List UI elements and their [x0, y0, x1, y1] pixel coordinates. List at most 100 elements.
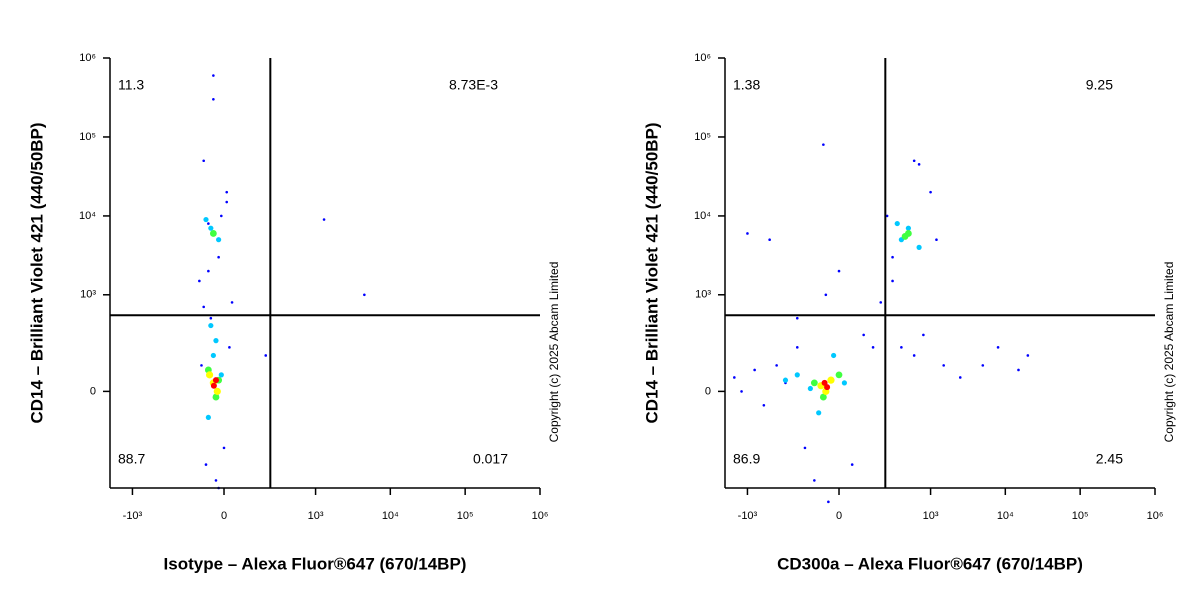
- data-point: [222, 446, 226, 450]
- data-point: [212, 97, 215, 101]
- y-tick-label: 0: [90, 385, 96, 397]
- data-point: [912, 159, 916, 163]
- data-point: [210, 352, 216, 359]
- x-tick-label: 10⁶: [532, 510, 549, 522]
- data-point: [363, 293, 366, 297]
- data-point: [208, 225, 214, 231]
- x-tick-label: 10⁶: [1147, 510, 1164, 522]
- data-point: [205, 371, 214, 379]
- x-tick-label: 10³: [923, 510, 939, 522]
- y-axis-title: CD14 – Brilliant Violet 421 (440/50BP): [27, 122, 46, 423]
- data-point: [203, 216, 209, 223]
- data-point: [208, 322, 214, 329]
- x-tick-label: 10³: [308, 510, 324, 522]
- data-point: [209, 316, 213, 320]
- y-tick-label: 10⁴: [694, 210, 711, 222]
- copyright: Copyright (c) 2025 Abcam Limited: [547, 262, 561, 443]
- data-point: [821, 379, 828, 386]
- data-point: [218, 372, 224, 378]
- y-tick-label: 10⁶: [79, 52, 96, 64]
- y-tick-label: 10⁵: [694, 131, 711, 143]
- data-point: [917, 163, 921, 166]
- data-point: [213, 387, 221, 395]
- x-axis-title: CD300a – Alexa Fluor®647 (670/14BP): [777, 554, 1083, 573]
- data-point: [922, 333, 925, 337]
- y-tick-label: 10³: [695, 289, 711, 301]
- data-point: [891, 255, 894, 259]
- data-point: [831, 352, 837, 359]
- data-point: [217, 255, 220, 259]
- data-point: [740, 390, 743, 393]
- data-point: [862, 333, 865, 337]
- data-point: [212, 74, 215, 77]
- data-point: [803, 446, 807, 450]
- quadrant-percent: 1.38: [733, 77, 760, 93]
- x-tick-label: 10⁴: [997, 510, 1014, 522]
- data-point: [216, 237, 222, 243]
- x-axis-title: Isotype – Alexa Fluor®647 (670/14BP): [164, 554, 467, 573]
- data-point: [204, 463, 208, 466]
- x-tick-label: 0: [221, 510, 227, 522]
- x-tick-label: 10⁵: [457, 510, 474, 522]
- data-point: [981, 364, 985, 367]
- data-point: [795, 346, 799, 349]
- data-point: [1017, 368, 1020, 372]
- data-point: [775, 364, 778, 367]
- data-point: [816, 410, 822, 416]
- data-point: [942, 364, 945, 367]
- data-point: [901, 233, 909, 240]
- data-point: [322, 218, 326, 221]
- quadrant-percent: 0.017: [473, 451, 508, 467]
- data-point: [753, 368, 756, 372]
- data-point: [209, 230, 217, 237]
- data-point: [1026, 354, 1030, 357]
- data-point: [198, 279, 201, 283]
- data-point: [202, 159, 205, 163]
- data-point: [822, 143, 825, 146]
- data-point: [782, 377, 789, 383]
- data-point: [905, 225, 911, 231]
- data-point: [214, 479, 218, 482]
- data-point: [230, 301, 234, 304]
- y-tick-label: 10⁴: [79, 210, 96, 222]
- data-point: [810, 379, 818, 387]
- data-point: [794, 372, 800, 378]
- quadrant-percent: 86.9: [733, 451, 760, 467]
- x-tick-label: 10⁵: [1072, 510, 1089, 522]
- y-tick-label: 10⁶: [694, 52, 711, 64]
- data-point: [827, 500, 830, 504]
- data-point: [807, 385, 813, 392]
- data-point: [205, 414, 211, 421]
- data-point: [871, 346, 875, 349]
- data-point: [916, 244, 922, 250]
- data-point: [212, 393, 220, 401]
- data-point: [879, 301, 883, 304]
- quadrant-percent: 2.45: [1096, 451, 1123, 467]
- x-tick-label: 0: [836, 510, 842, 522]
- data-point: [827, 376, 835, 384]
- quadrant-percent: 8.73E-3: [449, 77, 498, 93]
- data-point: [228, 346, 231, 349]
- quadrant-percent: 11.3: [118, 77, 144, 93]
- data-point: [929, 190, 932, 194]
- data-point: [935, 238, 938, 242]
- data-point: [885, 214, 889, 218]
- data-point: [894, 220, 900, 227]
- data-point: [220, 214, 223, 218]
- data-point: [819, 393, 827, 401]
- data-point: [958, 376, 962, 379]
- data-point: [264, 354, 268, 357]
- y-tick-label: 10³: [80, 289, 96, 301]
- data-point: [207, 269, 210, 273]
- x-tick-label: -10³: [123, 510, 143, 522]
- data-point: [225, 190, 229, 194]
- data-point: [835, 371, 843, 379]
- data-point: [837, 269, 841, 273]
- data-point: [768, 238, 771, 242]
- data-point: [733, 376, 736, 379]
- quadrant-percent: 9.25: [1086, 77, 1113, 93]
- data-point: [824, 293, 828, 297]
- data-point: [841, 380, 848, 386]
